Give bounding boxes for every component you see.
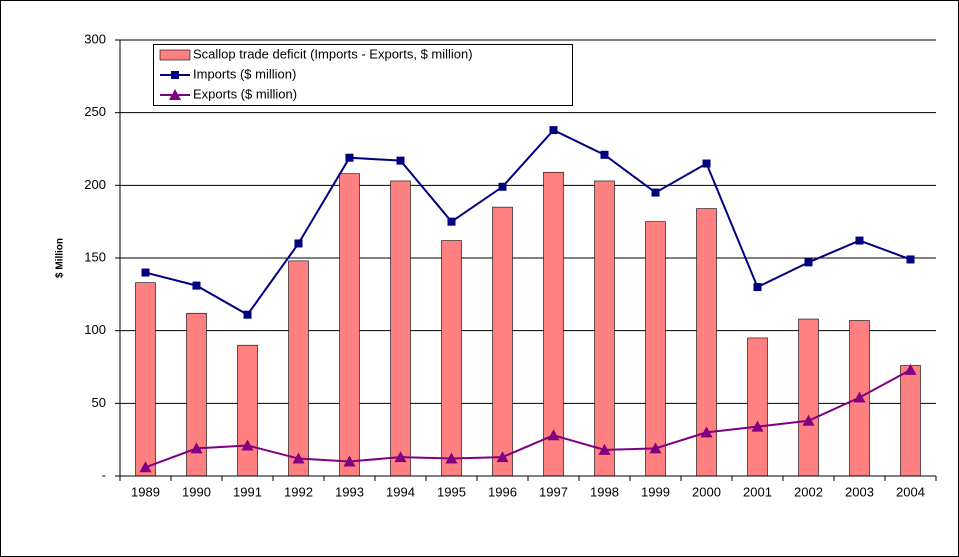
x-tick-label: 1991 [233,484,262,499]
y-tick-label: 150 [84,249,106,264]
line [145,369,911,469]
marker [394,451,407,463]
marker [855,236,864,245]
y-tick-label: 300 [84,31,106,46]
x-tick-label: 1998 [590,484,619,499]
marker [651,188,660,197]
x-tick-label: 1990 [182,484,211,499]
marker [192,281,201,290]
x-tick-label: 1992 [284,484,313,499]
marker [802,414,815,426]
marker [904,363,917,375]
marker [241,439,254,451]
marker [751,420,764,432]
y-axis-label: $ Million [55,238,66,278]
x-tick-label: 1995 [437,484,466,499]
bar [135,282,156,477]
x-tick-label: 2002 [794,484,823,499]
line [145,128,911,316]
marker [702,159,711,168]
marker [294,239,303,248]
legend-label: Scallop trade deficit (Imports - Exports… [193,46,473,61]
x-tick-label: 1993 [335,484,364,499]
marker [804,258,813,267]
legend-label: Imports ($ million) [193,66,296,81]
x-tick-label: 2001 [743,484,772,499]
legend-label: Exports ($ million) [193,86,297,101]
marker [171,71,179,79]
marker [598,443,611,455]
marker [753,283,762,292]
marker [292,452,305,464]
marker [190,442,203,454]
bar [390,180,411,477]
y-tick-label: 50 [92,395,106,410]
y-tick-label: 250 [84,104,106,119]
bar [339,173,360,477]
marker [853,391,866,403]
x-tick-label: 2004 [896,484,925,499]
marker [139,461,152,473]
bar [237,344,258,477]
marker [447,217,456,226]
marker [547,429,560,441]
x-tick-label: 2000 [692,484,721,499]
bar [441,240,462,477]
marker [549,126,558,135]
legend-swatch [159,49,191,61]
bar [492,206,513,477]
marker [243,310,252,319]
bar [288,260,309,477]
bar [798,318,819,477]
marker [600,150,609,159]
bar [900,365,921,477]
marker [343,455,356,467]
marker [700,426,713,438]
x-tick-label: 1996 [488,484,517,499]
x-tick-label: 1997 [539,484,568,499]
x-tick-label: 1999 [641,484,670,499]
bar [747,337,768,477]
y-tick-label: 100 [84,322,106,337]
marker [498,182,507,191]
marker [906,255,915,264]
legend-box [153,44,573,106]
y-tick-label: - [102,467,106,482]
marker [345,153,354,162]
legend: Scallop trade deficit (Imports - Exports… [153,44,573,106]
x-tick-label: 1994 [386,484,415,499]
marker [445,452,458,464]
bar [594,180,615,477]
x-tick-label: 2003 [845,484,874,499]
marker [649,442,662,454]
marker [141,268,150,277]
marker [396,156,405,165]
marker [496,451,509,463]
y-tick-label: 200 [84,177,106,192]
x-tick-label: 1989 [131,484,160,499]
bar [645,221,666,477]
marker [169,89,181,100]
